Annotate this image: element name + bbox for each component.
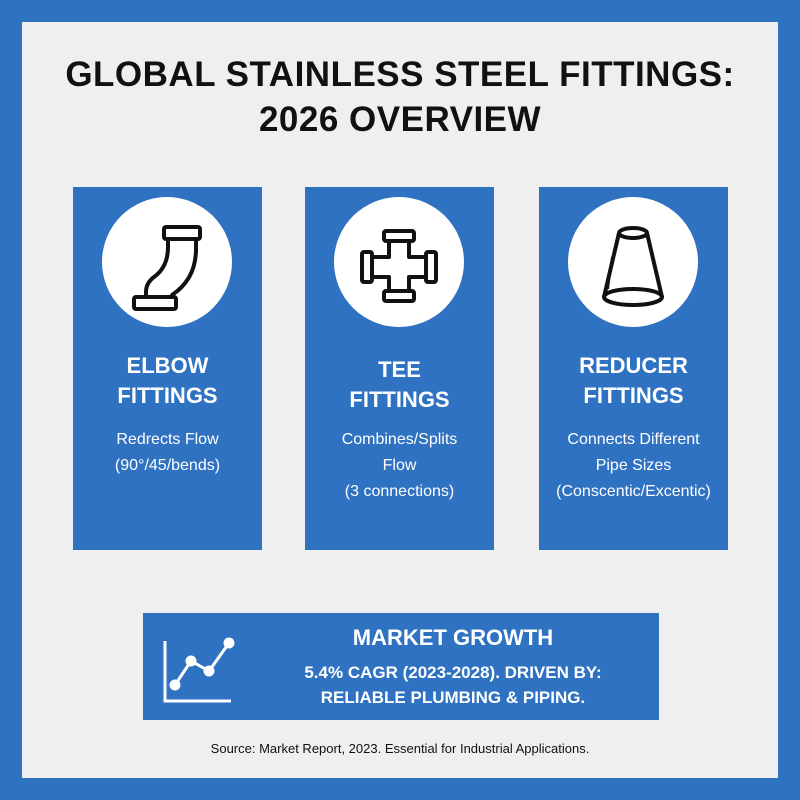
card-text: Combines/Splits [341, 431, 458, 448]
card-title: ELBOW [126, 353, 209, 378]
card: ELBOW FITTINGS Redrects Flow (90°/45/ben… [73, 187, 262, 550]
card-text: Flow [382, 457, 417, 474]
source-note: Source: Market Report, 2023. Essential f… [210, 741, 590, 756]
card: TEE FITTINGS Combines/Splits Flow (3 con… [305, 187, 494, 550]
card-title: FITTINGS [117, 383, 218, 408]
card: REDUCER FITTINGS Connects Different Pipe… [539, 187, 728, 550]
title-line: 2026 OVERVIEW [258, 100, 542, 139]
card-text: Connects Different [567, 431, 700, 448]
card-title: FITTINGS [349, 387, 450, 412]
market-text: RELIABLE PLUMBING & PIPING. [320, 688, 586, 707]
market-text: 5.4% CAGR (2023-2028). DRIVEN BY: [304, 663, 602, 682]
icon-circle [334, 197, 464, 327]
card-text: (Conscentic/Excentic) [556, 483, 711, 500]
title-line: GLOBAL STAINLESS STEEL FITTINGS: [65, 55, 735, 94]
icon-circle [102, 197, 232, 327]
market-box: MARKET GROWTH 5.4% CAGR (2023-2028). DRI… [143, 613, 659, 720]
elbow-icon [132, 225, 202, 311]
card-text: Redrects Flow [116, 431, 219, 448]
card-text: Pipe Sizes [595, 457, 672, 474]
tee-icon [360, 229, 438, 303]
growth-icon [163, 637, 235, 703]
icon-circle [568, 197, 698, 327]
market-title: MARKET GROWTH [352, 625, 554, 650]
card-title: FITTINGS [583, 383, 684, 408]
card-text: (90°/45/bends) [114, 457, 221, 474]
card-text: (3 connections) [344, 483, 455, 500]
card-title: REDUCER [579, 353, 688, 378]
reducer-icon [602, 226, 664, 307]
card-title: TEE [378, 357, 421, 382]
